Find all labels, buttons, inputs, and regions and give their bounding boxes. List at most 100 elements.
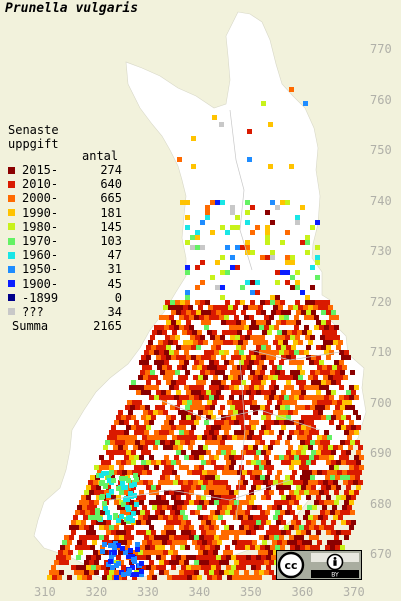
occurrence-square — [295, 545, 300, 550]
occurrence-square — [149, 500, 154, 505]
occurrence-square — [167, 540, 172, 545]
occurrence-square — [107, 540, 112, 545]
occurrence-square — [260, 255, 265, 260]
occurrence-square — [155, 440, 160, 445]
occurrence-square — [182, 575, 187, 580]
occurrence-square — [305, 250, 310, 255]
occurrence-square — [295, 300, 300, 305]
occurrence-square — [143, 445, 148, 450]
occurrence-square — [225, 270, 230, 275]
occurrence-square — [97, 516, 102, 521]
occurrence-square — [138, 515, 143, 520]
occurrence-square — [306, 530, 311, 535]
y-tick-label: 720 — [370, 294, 392, 309]
occurrence-square — [123, 485, 128, 490]
occurrence-square — [245, 545, 250, 550]
occurrence-square — [275, 440, 280, 445]
occurrence-square — [247, 575, 252, 580]
occurrence-square — [244, 315, 249, 320]
occurrence-square — [307, 330, 312, 335]
occurrence-square — [201, 485, 206, 490]
occurrence-square — [281, 425, 286, 430]
occurrence-square — [299, 395, 304, 400]
occurrence-square — [114, 570, 119, 575]
occurrence-square — [127, 540, 132, 545]
occurrence-square — [324, 325, 329, 330]
occurrence-square — [214, 315, 219, 320]
occurrence-square — [147, 435, 152, 440]
occurrence-square — [291, 495, 296, 500]
occurrence-square — [314, 385, 319, 390]
occurrence-square — [169, 465, 174, 470]
occurrence-square — [191, 310, 196, 315]
occurrence-square — [84, 560, 89, 565]
occurrence-square — [168, 340, 173, 345]
occurrence-square — [211, 485, 216, 490]
occurrence-square — [104, 570, 109, 575]
occurrence-square — [134, 455, 139, 460]
occurrence-square — [289, 385, 294, 390]
occurrence-square — [136, 555, 141, 560]
occurrence-square — [179, 500, 184, 505]
occurrence-square — [331, 390, 336, 395]
occurrence-square — [314, 395, 319, 400]
occurrence-square — [146, 565, 151, 570]
occurrence-square — [264, 570, 269, 575]
occurrence-square — [152, 330, 157, 335]
occurrence-square — [299, 465, 304, 470]
occurrence-square — [290, 255, 295, 260]
occurrence-square — [219, 490, 224, 495]
occurrence-square — [315, 440, 320, 445]
occurrence-square — [174, 385, 179, 390]
occurrence-square — [265, 225, 270, 230]
occurrence-square — [176, 345, 181, 350]
occurrence-square — [209, 535, 214, 540]
occurrence-square — [144, 535, 149, 540]
occurrence-square — [86, 495, 91, 500]
province-borders — [109, 109, 341, 521]
occurrence-square — [294, 325, 299, 330]
occurrence-square — [214, 385, 219, 390]
occurrence-square — [181, 565, 186, 570]
occurrence-square — [209, 500, 214, 505]
occurrence-square — [207, 435, 212, 440]
occurrence-square — [341, 425, 346, 430]
occurrence-square — [353, 410, 358, 415]
occurrence-square — [281, 485, 286, 490]
occurrence-square — [309, 420, 314, 425]
occurrence-square — [306, 310, 311, 315]
occurrence-square — [84, 535, 89, 540]
occurrence-square — [315, 260, 320, 265]
occurrence-square — [182, 330, 187, 335]
occurrence-square — [302, 540, 307, 545]
occurrence-square — [349, 430, 354, 435]
occurrence-square — [353, 480, 358, 485]
occurrence-square — [216, 485, 221, 490]
occurrence-square — [221, 520, 226, 525]
legend-swatch — [8, 194, 15, 202]
occurrence-square — [166, 345, 171, 350]
occurrence-square — [263, 410, 268, 415]
occurrence-square — [301, 530, 306, 535]
occurrence-square — [319, 525, 324, 530]
occurrence-square — [355, 475, 360, 480]
occurrence-square — [165, 335, 170, 340]
occurrence-square — [234, 325, 239, 330]
occurrence-square — [214, 490, 219, 495]
legend-summa-row: Summa 2165 — [8, 319, 122, 333]
occurrence-square — [307, 540, 312, 545]
occurrence-square — [326, 495, 331, 500]
occurrence-square — [341, 530, 346, 535]
occurrence-square — [99, 465, 104, 470]
occurrence-square — [221, 320, 226, 325]
occurrence-square — [341, 355, 346, 360]
occurrence-square — [308, 375, 313, 380]
occurrence-square — [119, 514, 124, 519]
occurrence-square — [248, 515, 253, 520]
occurrence-square — [136, 520, 141, 525]
occurrence-square — [56, 555, 61, 560]
occurrence-square — [246, 390, 251, 395]
occurrence-square — [196, 390, 201, 395]
occurrence-square — [197, 575, 202, 580]
occurrence-square — [235, 405, 240, 410]
